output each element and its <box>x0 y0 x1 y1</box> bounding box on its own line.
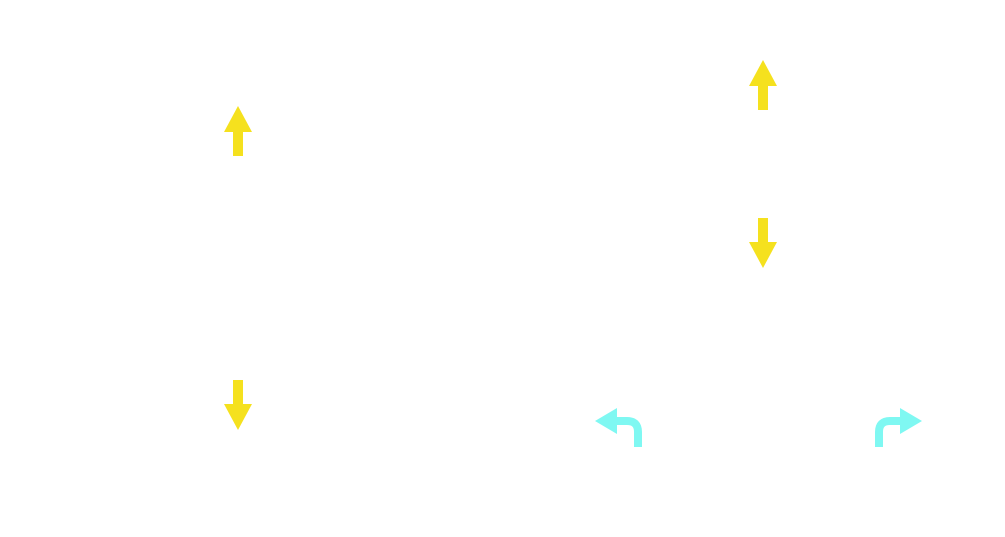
rotate-left-button[interactable] <box>595 406 645 448</box>
arrow-down-icon <box>749 218 777 268</box>
turn-right-arrow-icon <box>875 408 922 447</box>
right-up-button[interactable] <box>749 60 777 110</box>
left-up-button[interactable] <box>224 106 252 156</box>
arrow-down-icon <box>224 380 252 430</box>
arrow-up-icon <box>749 60 777 110</box>
turn-left-arrow-icon <box>595 408 642 447</box>
right-down-button[interactable] <box>749 218 777 268</box>
value-label <box>692 148 842 188</box>
left-down-button[interactable] <box>224 380 252 430</box>
arrow-up-icon <box>224 106 252 156</box>
rotate-right-button[interactable] <box>874 406 924 448</box>
